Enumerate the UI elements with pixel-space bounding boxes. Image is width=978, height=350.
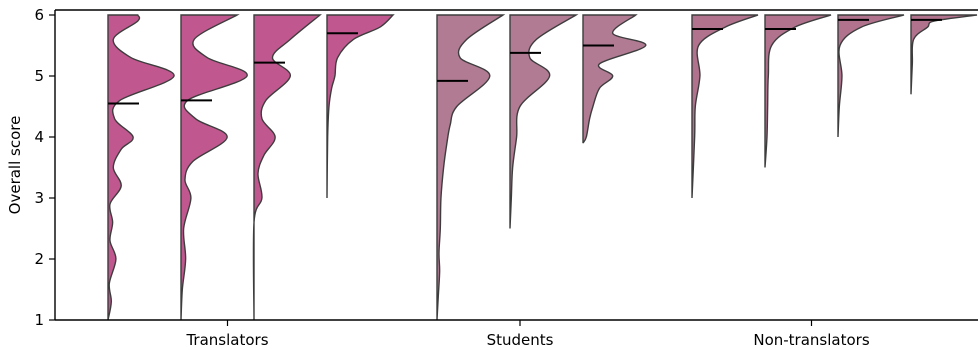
violin-students-1 bbox=[436, 14, 506, 321]
violin-translators-4 bbox=[326, 14, 395, 199]
y-axis-label: Overall score bbox=[6, 116, 24, 215]
violin-students-2 bbox=[509, 14, 579, 229]
x-tick-label: Translators bbox=[185, 331, 268, 349]
y-tick-label: 2 bbox=[34, 250, 44, 268]
y-tick-label: 4 bbox=[34, 128, 44, 146]
violin-non-translators-3 bbox=[837, 14, 905, 138]
y-ticks: 1 2 3 4 5 6 bbox=[34, 6, 55, 329]
x-tick-label: Students bbox=[487, 331, 554, 349]
violin-non-translators-4 bbox=[910, 14, 978, 95]
violin-layer bbox=[107, 14, 978, 321]
y-tick-label: 5 bbox=[34, 67, 44, 85]
mean-marker-layer bbox=[108, 18, 942, 105]
y-tick-label: 6 bbox=[34, 6, 44, 24]
y-tick-label: 3 bbox=[34, 189, 44, 207]
violin-translators-2 bbox=[180, 14, 248, 321]
violin-students-3 bbox=[582, 14, 647, 144]
y-tick-label: 1 bbox=[34, 311, 44, 329]
violin-translators-1 bbox=[107, 14, 175, 321]
violin-non-translators-1 bbox=[691, 14, 759, 199]
violin-translators-3 bbox=[252, 14, 322, 321]
x-tick-label: Non-translators bbox=[753, 331, 869, 349]
violin-non-translators-2 bbox=[764, 14, 832, 168]
x-ticks: Translators Students Non-translators bbox=[185, 320, 870, 349]
